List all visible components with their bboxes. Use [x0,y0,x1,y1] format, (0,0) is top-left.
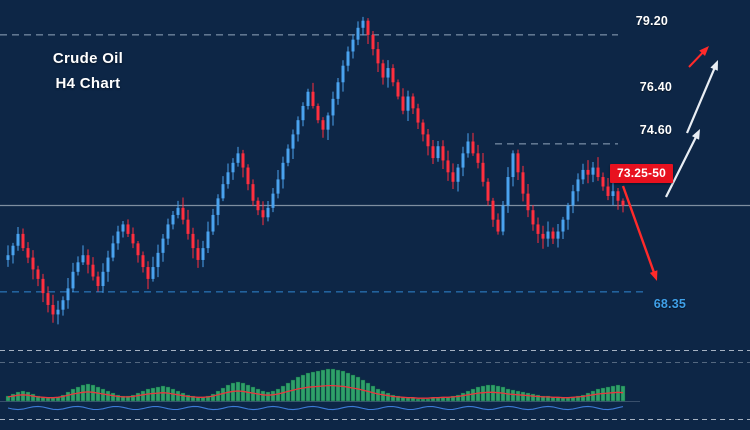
chart-title: Crude Oil H4 Chart [38,46,138,96]
price-level-label-7640: 76.40 [639,80,672,95]
chart-title-symbol: Crude Oil [52,50,124,67]
price-level-label-7920: 79.20 [635,13,668,28]
chart-title-timeframe: H4 Chart [55,75,121,92]
price-zone-badge: 73.25-50 [610,163,673,183]
price-level-label-6835: 68.35 [653,296,686,311]
price-level-label-7460: 74.60 [639,122,672,137]
